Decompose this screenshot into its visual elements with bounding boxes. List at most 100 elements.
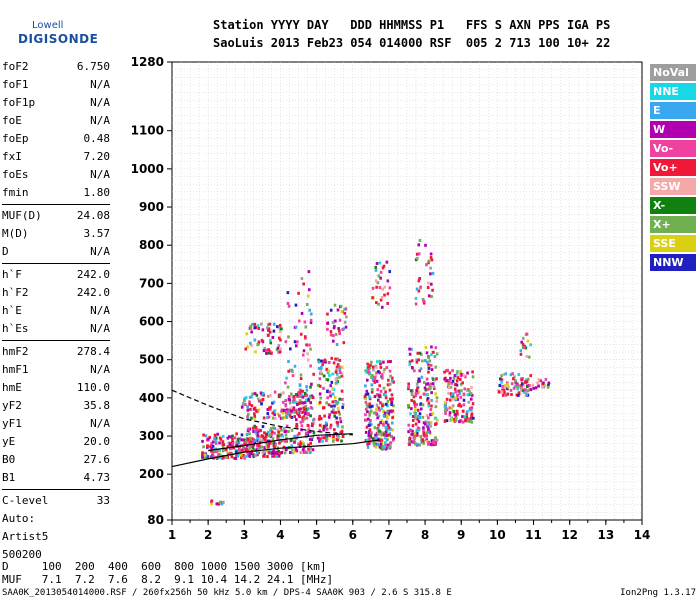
data-point: [219, 453, 222, 457]
param-value: N/A: [90, 78, 110, 91]
data-point: [426, 429, 430, 433]
data-point: [380, 305, 384, 309]
data-point: [417, 252, 421, 256]
data-point: [389, 445, 392, 449]
data-point: [245, 433, 249, 437]
data-point: [368, 428, 372, 432]
param-row: foF1p N/A: [2, 94, 110, 112]
data-point: [450, 416, 454, 420]
data-point: [459, 404, 463, 408]
data-point: [467, 419, 471, 423]
data-point: [309, 364, 312, 368]
data-point: [375, 407, 378, 411]
x-tick-label: 3: [240, 528, 248, 542]
auto-line: Artist5: [2, 530, 49, 543]
data-point: [514, 379, 517, 383]
data-point: [413, 369, 416, 373]
data-point: [300, 411, 303, 415]
param-value: N/A: [90, 168, 110, 181]
data-point: [429, 282, 433, 286]
data-point: [422, 441, 425, 445]
data-point: [523, 380, 527, 384]
data-point: [255, 393, 259, 397]
data-point: [419, 434, 422, 438]
data-point: [278, 414, 281, 418]
data-point: [306, 411, 309, 415]
data-point: [335, 372, 339, 376]
data-point: [279, 347, 282, 351]
data-point: [424, 422, 427, 426]
data-point: [250, 395, 253, 399]
data-point: [384, 390, 387, 394]
data-point: [365, 425, 369, 429]
data-point: [257, 326, 261, 330]
data-point: [301, 389, 304, 393]
y-tick-label: 1000: [131, 162, 164, 176]
data-point: [448, 413, 451, 417]
data-point: [330, 380, 334, 384]
data-point: [458, 377, 462, 381]
data-point: [280, 450, 284, 454]
data-point: [370, 373, 374, 377]
data-point: [336, 400, 340, 404]
data-point: [274, 445, 278, 449]
data-point: [257, 397, 260, 401]
param-key: hmF1: [2, 363, 29, 376]
data-point: [326, 378, 330, 382]
data-point: [529, 374, 533, 378]
data-point: [383, 436, 387, 440]
data-point: [468, 406, 472, 410]
data-point: [300, 424, 304, 428]
data-point: [424, 346, 428, 350]
data-point: [295, 344, 298, 348]
data-point: [292, 406, 296, 410]
data-point: [506, 382, 509, 386]
data-point: [365, 407, 368, 411]
data-point: [384, 396, 388, 400]
data-point: [373, 426, 377, 430]
legend-item: E: [650, 102, 696, 119]
data-point: [332, 434, 335, 438]
data-point: [334, 319, 337, 323]
data-point: [280, 327, 283, 331]
param-row: hmF2 278.4: [2, 343, 110, 361]
data-point: [239, 456, 243, 460]
data-point: [466, 371, 469, 375]
data-point: [374, 268, 378, 272]
data-point: [425, 413, 429, 417]
data-point: [253, 392, 257, 396]
data-point: [285, 411, 288, 415]
data-point: [276, 346, 280, 350]
data-point: [427, 363, 430, 367]
data-point: [312, 372, 315, 376]
data-point: [433, 355, 437, 359]
data-point: [255, 428, 258, 432]
data-point: [303, 391, 307, 395]
data-point: [425, 351, 429, 355]
data-point: [337, 365, 341, 369]
data-point: [544, 377, 548, 381]
data-point: [203, 456, 207, 460]
data-point: [425, 377, 429, 381]
data-point: [521, 336, 525, 340]
data-point: [380, 438, 384, 442]
data-point: [417, 358, 421, 362]
data-point: [275, 451, 278, 455]
data-point: [340, 309, 344, 313]
data-point: [234, 456, 238, 460]
data-point: [371, 377, 375, 381]
data-point: [267, 444, 270, 448]
data-point: [336, 363, 340, 367]
data-point: [465, 410, 469, 414]
data-point: [209, 445, 212, 449]
data-point: [416, 351, 420, 355]
data-point: [309, 385, 312, 389]
data-point: [391, 409, 395, 413]
data-point: [414, 297, 418, 301]
data-point: [341, 434, 345, 438]
data-point: [387, 412, 391, 416]
data-point: [433, 378, 437, 382]
param-key: hmF2: [2, 345, 29, 358]
data-point: [445, 397, 449, 401]
data-point: [244, 455, 247, 459]
